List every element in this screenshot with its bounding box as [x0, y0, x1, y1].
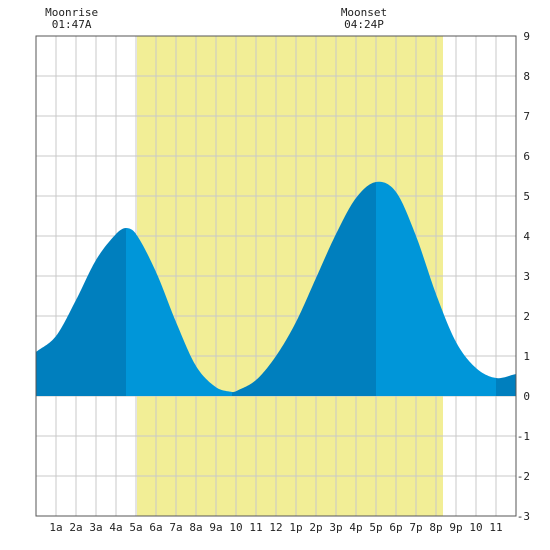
x-tick-label: 1p: [289, 521, 302, 534]
y-tick-label: 2: [523, 310, 530, 323]
x-tick-label: 6p: [389, 521, 402, 534]
y-tick-label: 9: [523, 30, 530, 43]
y-tick-label: 8: [523, 70, 530, 83]
x-tick-label: 9a: [209, 521, 222, 534]
rising-tide-segment: [496, 374, 516, 396]
x-tick-label: 11: [489, 521, 502, 534]
falling-tide-segment: [126, 228, 232, 396]
x-tick-label: 5a: [129, 521, 142, 534]
moon-event-time: 04:24P: [344, 18, 384, 31]
moon-event-time: 01:47A: [52, 18, 92, 31]
x-tick-label: 7a: [169, 521, 182, 534]
y-tick-label: 0: [523, 390, 530, 403]
moon-event-label: Moonrise: [45, 6, 98, 19]
x-tick-label: 5p: [369, 521, 382, 534]
y-tick-label: 1: [523, 350, 530, 363]
y-tick-label: -2: [517, 470, 530, 483]
x-tick-label: 1a: [49, 521, 62, 534]
plot-frame: [35, 35, 517, 517]
x-tick-label: 8a: [189, 521, 202, 534]
x-tick-label: 10: [469, 521, 482, 534]
x-axis-tick-labels: 1a 2a 3a 4a 5a 6a 7a 8a 9a 10 11 12 1p 2p 3p 4p 5p 6p 7p 8p…: [49, 521, 502, 534]
x-tick-label: 2p: [309, 521, 322, 534]
x-tick-label: 9p: [449, 521, 462, 534]
x-tick-label: 10: [229, 521, 242, 534]
x-tick-label: 12: [269, 521, 282, 534]
x-tick-label: 6a: [149, 521, 162, 534]
falling-tide-segment: [376, 181, 496, 396]
rising-tide-segment: [232, 182, 376, 396]
x-tick-label: 4p: [349, 521, 362, 534]
x-tick-label: 3a: [89, 521, 102, 534]
y-tick-label: -3: [517, 510, 530, 523]
x-tick-label: 11: [249, 521, 262, 534]
y-tick-label: 3: [523, 270, 530, 283]
x-tick-label: 8p: [429, 521, 442, 534]
x-tick-label: 2a: [69, 521, 82, 534]
y-tick-label: 7: [523, 110, 530, 123]
moon-event-label: Moonset: [341, 6, 387, 19]
rising-tide-segment: [36, 228, 126, 396]
y-tick-label: 4: [523, 230, 530, 243]
x-tick-label: 7p: [409, 521, 422, 534]
y-tick-label: 5: [523, 190, 530, 203]
x-tick-label: 4a: [109, 521, 122, 534]
y-axis-tick-labels: -3 -2 -1 0 1 2 3 4 5 6 7 8 9: [517, 30, 531, 523]
y-tick-label: 6: [523, 150, 530, 163]
y-tick-label: -1: [517, 430, 530, 443]
tide-area: [36, 181, 516, 396]
x-tick-label: 3p: [329, 521, 342, 534]
plot-border: [35, 35, 517, 517]
